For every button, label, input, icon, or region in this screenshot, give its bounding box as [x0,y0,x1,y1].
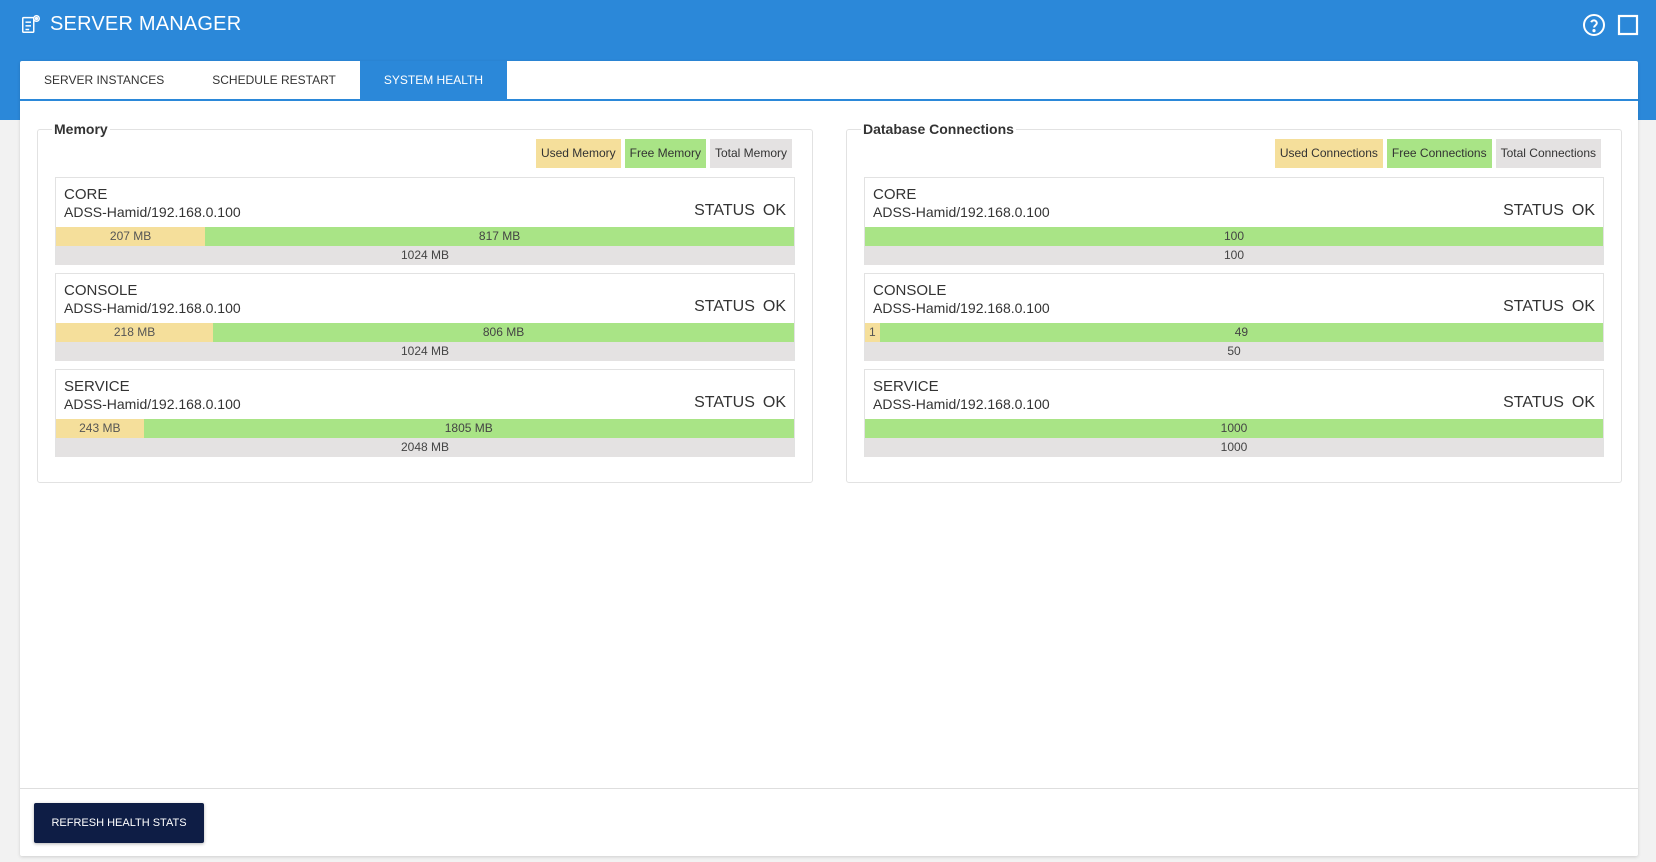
status-label: STATUS [1503,298,1564,315]
free-segment: 1805 MB [143,419,794,438]
connections-legend: Used Connections Free Connections Total … [1274,139,1601,168]
memory-group-title: Memory [52,121,110,137]
total-bar: 1000 [865,438,1603,457]
status-indicator: STATUS OK [1503,298,1595,316]
legend-used-memory: Used Memory [535,139,621,168]
server-name: CORE [64,186,108,203]
header-actions [1582,13,1640,37]
status-value: OK [762,298,786,315]
status-indicator: STATUS OK [694,298,786,316]
app-title-group: SERVER MANAGER [20,10,241,38]
total-bar: 100 [865,246,1603,265]
status-label: STATUS [694,394,755,411]
total-bar: 1024 MB [56,246,794,265]
server-host: ADSS-Hamid/192.168.0.100 [873,396,1050,412]
total-bar: 1024 MB [56,342,794,361]
connections-group: Database Connections Used Connections Fr… [846,121,1622,483]
usage-bar: 1 49 [865,323,1603,342]
used-segment: 207 MB [56,227,206,246]
status-value: OK [762,202,786,219]
free-segment: 806 MB [213,323,794,342]
server-name: SERVICE [873,378,939,395]
server-host: ADSS-Hamid/192.168.0.100 [64,204,241,220]
status-label: STATUS [694,202,755,219]
legend-free-connections: Free Connections [1386,139,1492,168]
server-host: ADSS-Hamid/192.168.0.100 [873,204,1050,220]
connections-card-console: CONSOLE ADSS-Hamid/192.168.0.100 STATUS … [864,273,1604,361]
used-segment: 243 MB [56,419,144,438]
memory-card-core: CORE ADSS-Hamid/192.168.0.100 STATUS OK … [55,177,795,265]
server-name: CONSOLE [64,282,138,299]
status-label: STATUS [694,298,755,315]
usage-bar: 243 MB 1805 MB [56,419,794,438]
usage-bar: 1000 [865,419,1603,438]
total-bar: 50 [865,342,1603,361]
total-bar: 2048 MB [56,438,794,457]
used-segment: 218 MB [56,323,214,342]
free-segment: 1000 [865,419,1603,438]
server-host: ADSS-Hamid/192.168.0.100 [64,300,241,316]
connections-group-title: Database Connections [861,121,1016,137]
app-title: SERVER MANAGER [50,12,242,35]
footer: REFRESH HEALTH STATS [20,788,1638,856]
server-host: ADSS-Hamid/192.168.0.100 [64,396,241,412]
status-value: OK [1571,202,1595,219]
refresh-health-stats-button[interactable]: REFRESH HEALTH STATS [34,803,204,843]
help-circle-icon[interactable] [1582,13,1606,37]
free-segment: 100 [865,227,1603,246]
tab-system-health[interactable]: SYSTEM HEALTH [359,61,507,99]
legend-total-memory: Total Memory [709,139,792,168]
maximize-icon[interactable] [1616,13,1640,37]
memory-group: Memory Used Memory Free Memory Total Mem… [37,121,813,483]
status-label: STATUS [1503,394,1564,411]
free-segment: 49 [879,323,1603,342]
server-host: ADSS-Hamid/192.168.0.100 [873,300,1050,316]
status-value: OK [762,394,786,411]
server-name: CONSOLE [873,282,947,299]
status-label: STATUS [1503,202,1564,219]
usage-bar: 100 [865,227,1603,246]
connections-card-core: CORE ADSS-Hamid/192.168.0.100 STATUS OK … [864,177,1604,265]
tab-schedule-restart[interactable]: SCHEDULE RESTART [212,73,336,87]
free-segment: 817 MB [205,227,794,246]
legend-total-connections: Total Connections [1495,139,1601,168]
status-indicator: STATUS OK [1503,202,1595,220]
memory-card-console: CONSOLE ADSS-Hamid/192.168.0.100 STATUS … [55,273,795,361]
usage-bar: 218 MB 806 MB [56,323,794,342]
connections-card-service: SERVICE ADSS-Hamid/192.168.0.100 STATUS … [864,369,1604,457]
status-indicator: STATUS OK [694,202,786,220]
status-indicator: STATUS OK [694,394,786,412]
memory-legend: Used Memory Free Memory Total Memory [535,139,792,168]
status-value: OK [1571,394,1595,411]
main-panel: SERVER INSTANCES SCHEDULE RESTART SYSTEM… [20,61,1638,856]
status-value: OK [1571,298,1595,315]
server-name: CORE [873,186,917,203]
status-indicator: STATUS OK [1503,394,1595,412]
memory-card-service: SERVICE ADSS-Hamid/192.168.0.100 STATUS … [55,369,795,457]
server-name: SERVICE [64,378,130,395]
legend-free-memory: Free Memory [624,139,706,168]
usage-bar: 207 MB 817 MB [56,227,794,246]
server-settings-icon [22,15,40,33]
legend-used-connections: Used Connections [1274,139,1383,168]
tab-server-instances[interactable]: SERVER INSTANCES [44,73,165,87]
tab-bar: SERVER INSTANCES SCHEDULE RESTART SYSTEM… [20,61,1638,101]
used-segment: 1 [865,323,880,342]
